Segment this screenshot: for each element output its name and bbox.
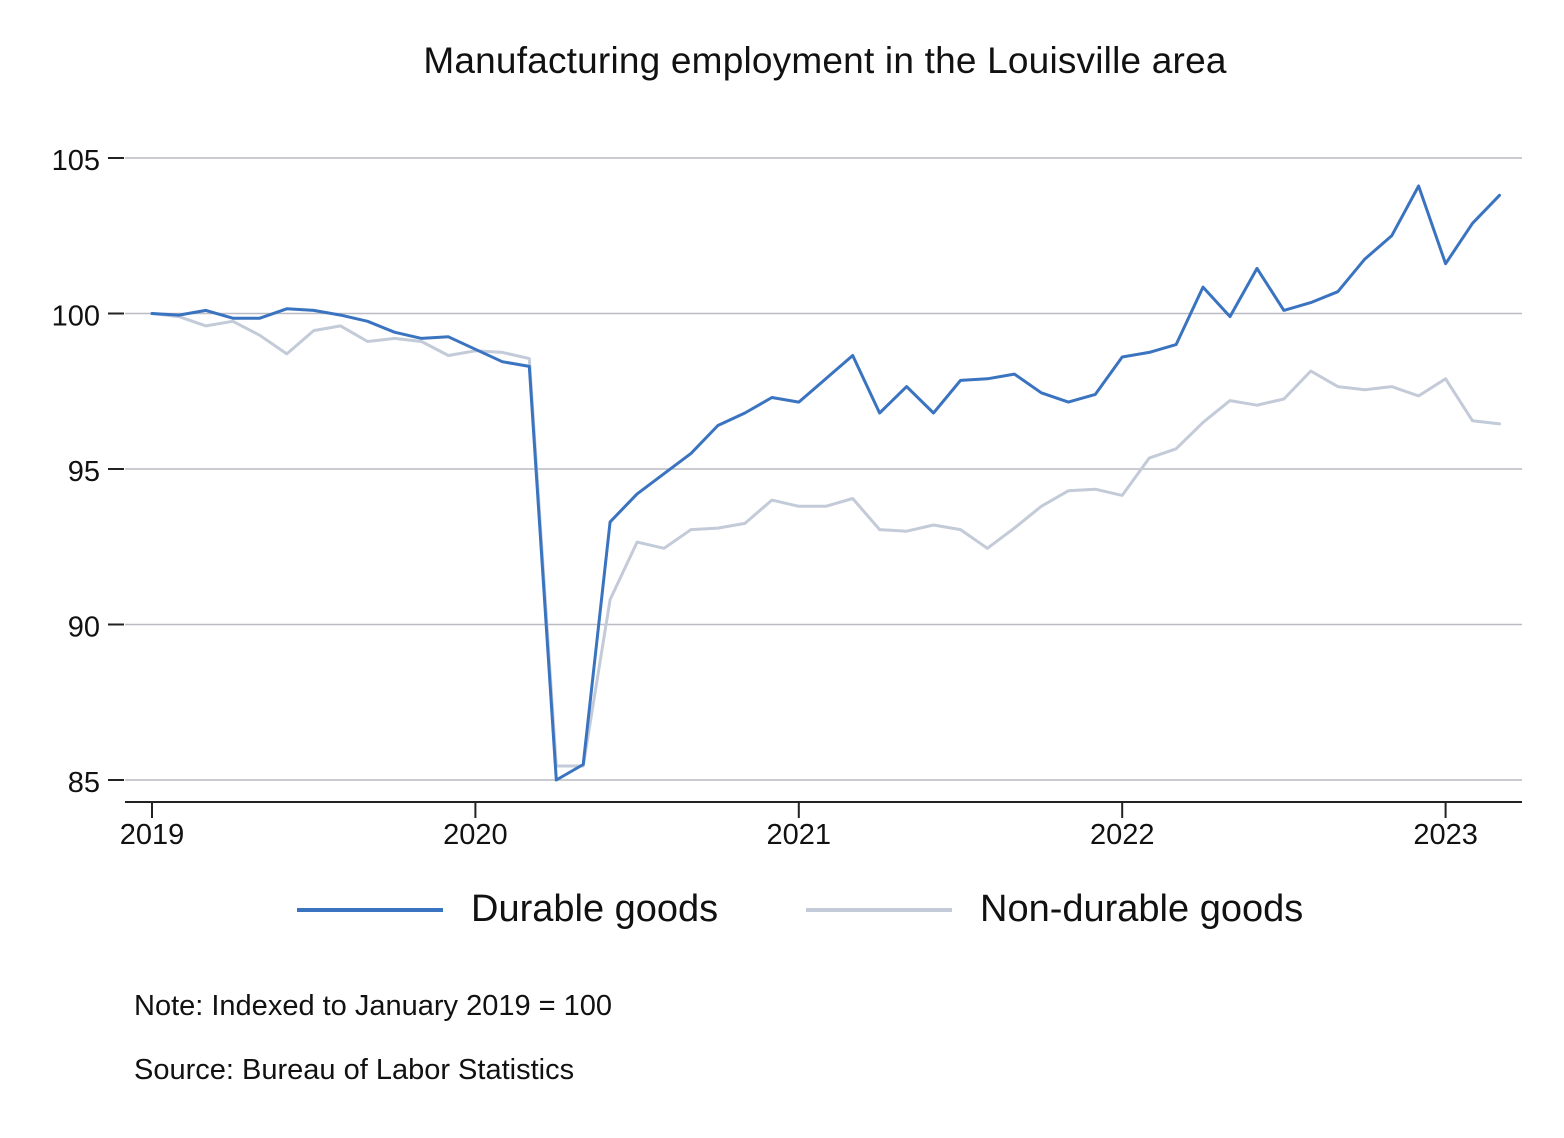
chart-title: Manufacturing employment in the Louisvil… (423, 40, 1227, 81)
y-tick-label: 85 (68, 767, 100, 799)
legend-label-durable: Durable goods (471, 888, 719, 930)
gridlines (125, 157, 1522, 781)
legend-item-durable: Durable goods (297, 888, 718, 931)
axes: 85 90 95 100 105 2019 2020 2021 2022 2023 (52, 145, 1522, 851)
legend: Durable goods Non-durable goods (0, 888, 1564, 948)
x-tick-label: 2021 (767, 819, 832, 851)
y-tick-label: 90 (68, 612, 100, 644)
series-line-durable (150, 184, 1501, 782)
y-tick-label: 100 (52, 301, 100, 333)
chart-source: Source: Bureau of Labor Statistics (134, 1054, 575, 1086)
line-chart: 85 90 95 100 105 2019 2020 2021 2022 2023 (52, 145, 1522, 851)
y-tick-label: 105 (52, 145, 100, 177)
legend-item-non-durable: Non-durable goods (806, 888, 1303, 931)
x-tick-label: 2022 (1090, 819, 1155, 851)
legend-swatch-durable (297, 907, 443, 912)
x-tick-label: 2020 (443, 819, 508, 851)
legend-swatch-non-durable (806, 907, 952, 912)
x-tick-label: 2023 (1413, 819, 1478, 851)
y-tick-label: 95 (68, 456, 100, 488)
legend-label-non-durable: Non-durable goods (980, 888, 1304, 930)
series-lines (150, 184, 1501, 782)
series-line-non-durable (150, 312, 1501, 768)
chart-note: Note: Indexed to January 2019 = 100 (134, 990, 613, 1022)
x-tick-label: 2019 (120, 819, 185, 851)
